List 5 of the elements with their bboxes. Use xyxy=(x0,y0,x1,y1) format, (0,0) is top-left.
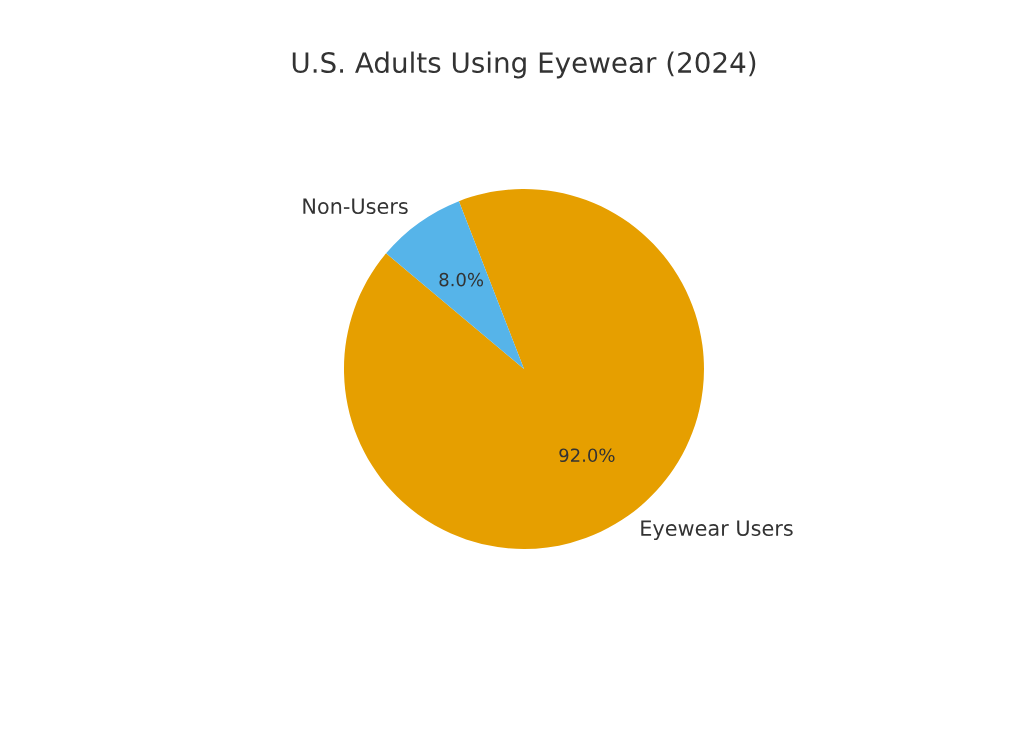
data-label: 92.0% xyxy=(559,448,615,463)
slice-label: Non-Users xyxy=(303,198,408,215)
slice-label: Eyewear Users xyxy=(641,520,793,541)
chart-title: U.S. Adults Using Eyewear (2024) xyxy=(292,51,756,79)
data-label: 8.0% xyxy=(439,272,484,287)
